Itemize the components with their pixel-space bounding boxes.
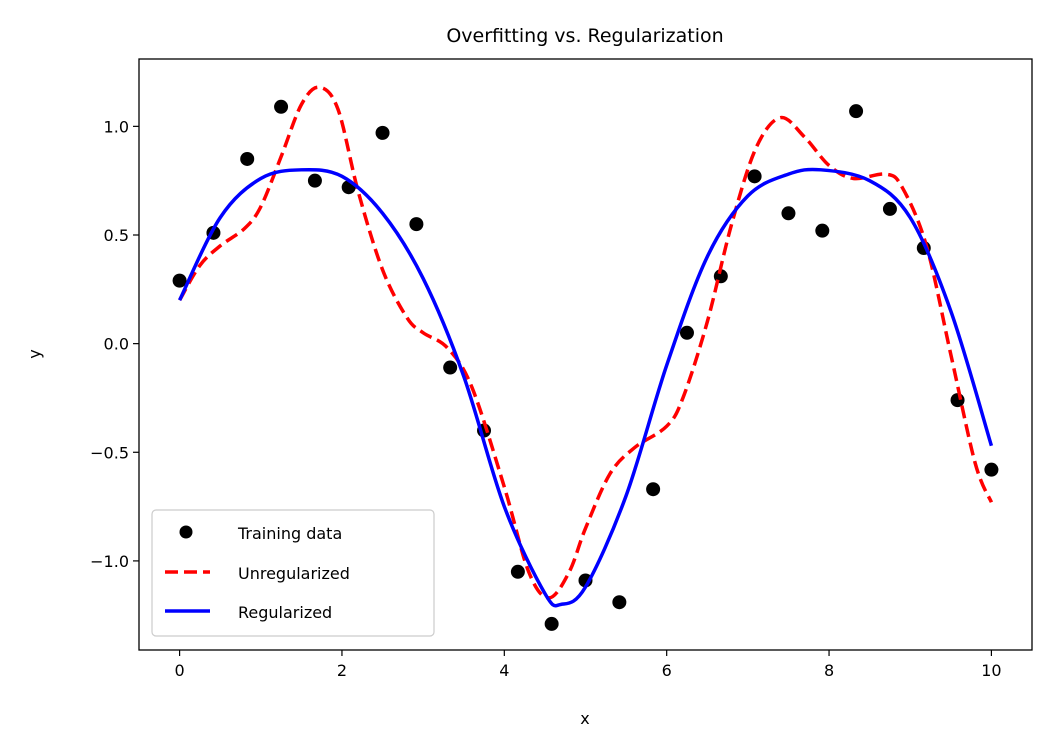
training-data-point	[950, 393, 965, 408]
training-data-point	[510, 564, 525, 579]
training-data-point	[240, 151, 255, 166]
training-data-point	[747, 169, 762, 184]
training-data-point	[544, 616, 559, 631]
training-data-point	[984, 462, 999, 477]
x-tick-label: 6	[662, 661, 672, 680]
training-data-point	[646, 482, 661, 497]
legend-label-unregularized: Unregularized	[238, 564, 350, 583]
y-tick-label: 1.0	[104, 117, 129, 136]
training-data-point	[172, 273, 187, 288]
training-data-point	[375, 125, 390, 140]
x-tick-label: 8	[824, 661, 834, 680]
x-tick-label: 2	[337, 661, 347, 680]
plot-frame	[138, 58, 1033, 651]
y-tick-label: 0.0	[104, 335, 129, 354]
training-data-point	[307, 173, 322, 188]
legend: Training data Unregularized Regularized	[151, 509, 435, 637]
training-data-point	[781, 206, 796, 221]
training-data-point	[849, 104, 864, 119]
training-data-point	[815, 223, 830, 238]
training-data-point	[409, 217, 424, 232]
regularized-line	[178, 167, 994, 608]
training-data-point	[679, 325, 694, 340]
legend-label-regularized: Regularized	[238, 603, 332, 622]
legend-marker-training	[179, 525, 193, 539]
x-tick-label: 4	[499, 661, 509, 680]
y-tick-label: −1.0	[90, 552, 129, 571]
legend-label-training: Training data	[237, 524, 342, 543]
x-axis-label: x	[580, 709, 589, 728]
training-data-point	[274, 99, 289, 114]
x-tick-label: 10	[981, 661, 1001, 680]
y-axis-label: y	[25, 349, 44, 358]
training-data-point	[443, 360, 458, 375]
chart-title: Overfitting vs. Regularization	[446, 25, 723, 47]
y-tick-label: −0.5	[90, 443, 129, 462]
training-data-point	[882, 201, 897, 216]
y-tick-label: 0.5	[104, 226, 129, 245]
training-data-point	[612, 595, 627, 610]
x-tick-label: 0	[174, 661, 184, 680]
